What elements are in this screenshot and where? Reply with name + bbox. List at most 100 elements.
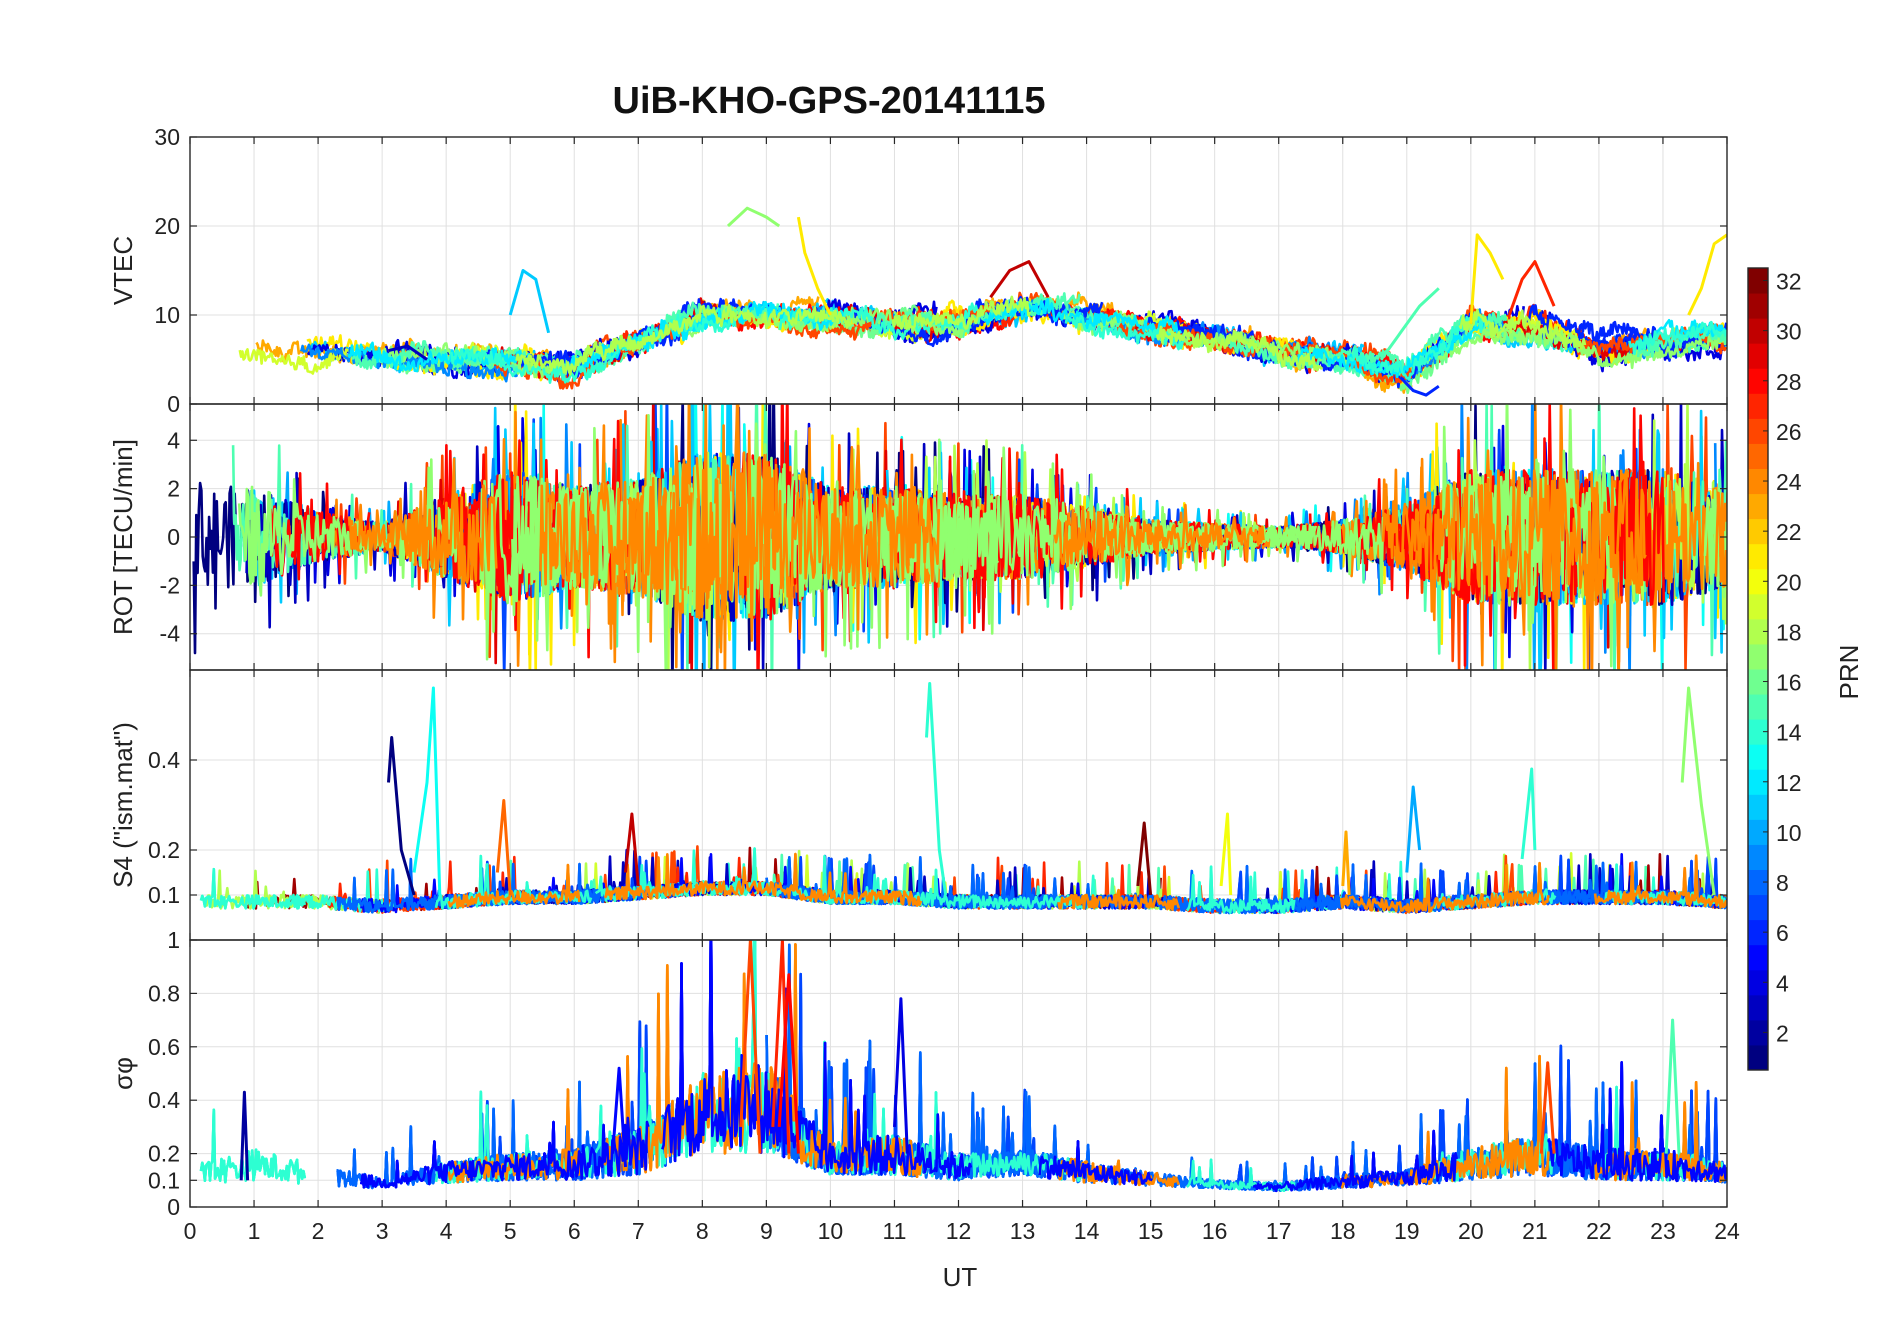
colorbar-swatch bbox=[1748, 744, 1768, 770]
series-line-prn-24 bbox=[447, 863, 581, 909]
y-tick-label: -4 bbox=[160, 621, 181, 647]
y-tick-label: 30 bbox=[154, 124, 180, 150]
x-tick-label: 11 bbox=[883, 1218, 907, 1244]
y-tick-label: 0.6 bbox=[148, 1034, 180, 1060]
series-line-prn-24 bbox=[1381, 468, 1647, 670]
x-tick-label: 13 bbox=[1010, 1218, 1036, 1244]
x-tick-label: 21 bbox=[1522, 1218, 1548, 1244]
traces-s4 bbox=[199, 682, 1727, 915]
colorbar-tick-label: 4 bbox=[1776, 970, 1789, 996]
series-line-prn-24 bbox=[695, 415, 941, 670]
feature-line-prn-10 bbox=[1405, 785, 1422, 873]
series-line-prn-5 bbox=[1547, 1061, 1727, 1183]
colorbar-swatch bbox=[1748, 769, 1768, 795]
colorbar-swatch bbox=[1748, 1044, 1768, 1071]
series-line-prn-24 bbox=[1339, 861, 1550, 914]
panel-sigma_phi: 00.10.2 0.4 0.6 0.8 1 σφ bbox=[108, 927, 1728, 1220]
colorbar-tick-label: 28 bbox=[1776, 369, 1802, 395]
y-tick-label: 0.8 bbox=[148, 980, 180, 1006]
series-line-prn-14 bbox=[790, 1040, 1082, 1182]
panel-s4: 0.1 0.2 0.4 S4 ("ism.mat") bbox=[108, 669, 1728, 941]
colorbar-tick-label: 22 bbox=[1776, 519, 1802, 545]
series-line-prn-18 bbox=[891, 295, 1031, 330]
feature-line-prn-17 bbox=[1680, 686, 1716, 896]
series-line-prn-24 bbox=[1057, 888, 1181, 912]
x-tick-label: 17 bbox=[1266, 1218, 1292, 1244]
feature-line-prn-30 bbox=[989, 260, 1050, 299]
x-tick-label: 14 bbox=[1074, 1218, 1100, 1244]
x-tick-label: 18 bbox=[1330, 1218, 1356, 1244]
chart-title: UiB-KHO-GPS-20141115 bbox=[613, 80, 1046, 122]
series-line-prn-14 bbox=[199, 1108, 307, 1185]
colorbar-label: PRN bbox=[1834, 645, 1864, 700]
traces-vtec bbox=[238, 206, 1727, 397]
feature-line-prn-3 bbox=[388, 344, 428, 361]
colorbar-tick-label: 18 bbox=[1776, 619, 1802, 645]
feature-line-prn-27 bbox=[1507, 260, 1556, 316]
y-tick-label: 4 bbox=[167, 427, 180, 453]
colorbar-tick-label: 26 bbox=[1776, 419, 1802, 445]
y-tick-label: 0.1 bbox=[148, 1167, 180, 1193]
x-tick-label: 20 bbox=[1458, 1218, 1484, 1244]
feature-line-prn-4 bbox=[893, 997, 909, 1154]
feature-line-prn-27 bbox=[771, 940, 791, 1154]
colorbar-tick-label: 8 bbox=[1776, 870, 1789, 896]
feature-line-prn-1 bbox=[387, 736, 416, 896]
feature-line-prn-11 bbox=[508, 269, 551, 334]
colorbar-frame bbox=[1747, 267, 1769, 1071]
colorbar-swatch bbox=[1748, 568, 1768, 595]
colorbar-swatch bbox=[1748, 919, 1768, 946]
feature-line-prn-32 bbox=[1136, 821, 1153, 896]
series-line-prn-24 bbox=[347, 457, 498, 621]
colorbar-swatch bbox=[1748, 894, 1768, 921]
colorbar-swatch bbox=[1748, 493, 1768, 520]
colorbar-swatch bbox=[1748, 418, 1768, 444]
feature-line-prn-15 bbox=[1664, 1018, 1681, 1154]
series-line-prn-5 bbox=[1252, 1129, 1459, 1193]
y-tick-label: 2 bbox=[167, 476, 180, 502]
series-line-prn-5 bbox=[661, 940, 973, 1180]
series-line-prn-18 bbox=[1155, 325, 1324, 372]
colorbar-tick-label: 16 bbox=[1776, 670, 1802, 696]
panel-vtec: 0 10 20 30 VTEC bbox=[108, 124, 1728, 417]
panel-rot: -4 -2 0 2 4 ROT [TECU/min] bbox=[108, 403, 1728, 671]
colorbar-tick-label: 24 bbox=[1776, 469, 1802, 495]
colorbar-swatch bbox=[1748, 343, 1768, 369]
feature-line-prn-26 bbox=[739, 940, 762, 1154]
traces-sigma_phi bbox=[199, 940, 1727, 1193]
colorbar-swatch bbox=[1748, 468, 1768, 495]
feature-line-prn-26 bbox=[1539, 1061, 1556, 1154]
x-tick-label: 24 bbox=[1714, 1218, 1740, 1244]
colorbar-swatch bbox=[1748, 643, 1768, 670]
x-tick-label: 6 bbox=[568, 1218, 581, 1244]
colorbar-swatch bbox=[1748, 318, 1768, 344]
colorbar-swatch bbox=[1748, 869, 1768, 896]
feature-line-prn-2 bbox=[239, 1090, 250, 1181]
series-line-prn-24 bbox=[1593, 854, 1727, 909]
colorbar-swatch bbox=[1748, 393, 1768, 419]
feature-line-prn-21 bbox=[796, 216, 832, 316]
colorbar-swatch bbox=[1748, 844, 1768, 870]
colorbar-swatch bbox=[1748, 618, 1768, 645]
series-line-prn-24 bbox=[1053, 503, 1265, 570]
feature-line-prn-21 bbox=[1469, 233, 1505, 325]
colorbar-tick-label: 14 bbox=[1776, 720, 1802, 746]
colorbar-tick-label: 10 bbox=[1776, 820, 1802, 846]
colorbar-swatch bbox=[1748, 443, 1768, 469]
colorbar-swatch bbox=[1748, 944, 1768, 971]
feature-line-prn-15 bbox=[1379, 287, 1440, 361]
series-line-prn-17 bbox=[1437, 327, 1723, 370]
series-line-prn-6 bbox=[852, 300, 1104, 348]
colorbar-swatch bbox=[1748, 669, 1768, 695]
x-tick-label: 5 bbox=[504, 1218, 517, 1244]
colorbar-tick-label: 32 bbox=[1776, 269, 1802, 295]
x-tick-label: 9 bbox=[760, 1218, 773, 1244]
x-tick-label: 3 bbox=[376, 1218, 389, 1244]
series-line-prn-18 bbox=[1458, 308, 1587, 351]
colorbar-swatch bbox=[1748, 1019, 1768, 1046]
y-axis-label-rot: ROT [TECU/min] bbox=[108, 439, 138, 635]
series-line-prn-24 bbox=[603, 852, 923, 907]
